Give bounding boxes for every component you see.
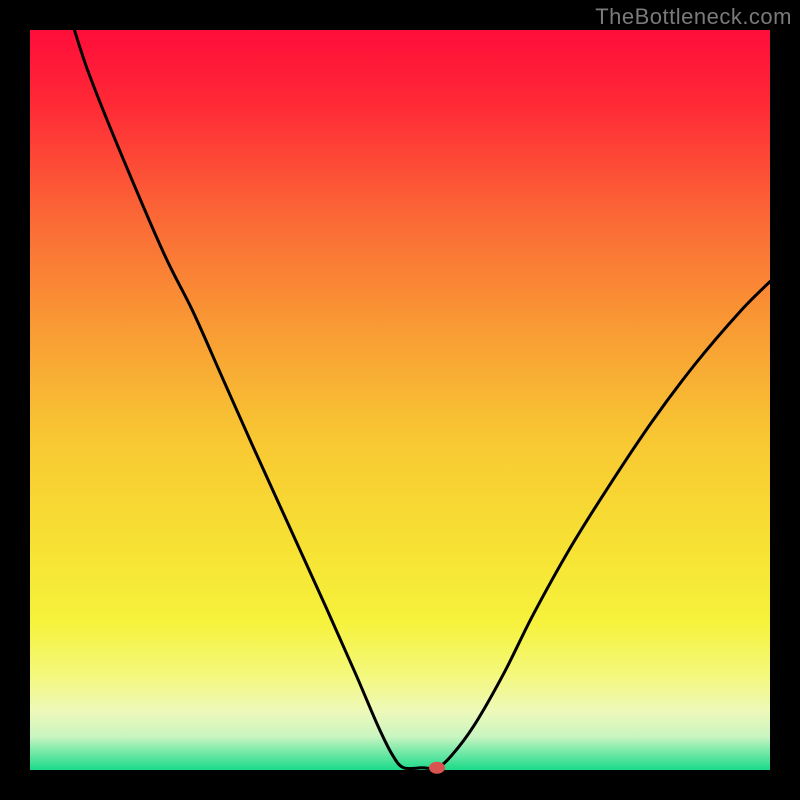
bottleneck-marker bbox=[429, 762, 445, 774]
watermark-text: TheBottleneck.com bbox=[595, 4, 792, 30]
chart-container: TheBottleneck.com bbox=[0, 0, 800, 800]
bottleneck-chart bbox=[0, 0, 800, 800]
plot-background bbox=[30, 30, 770, 770]
